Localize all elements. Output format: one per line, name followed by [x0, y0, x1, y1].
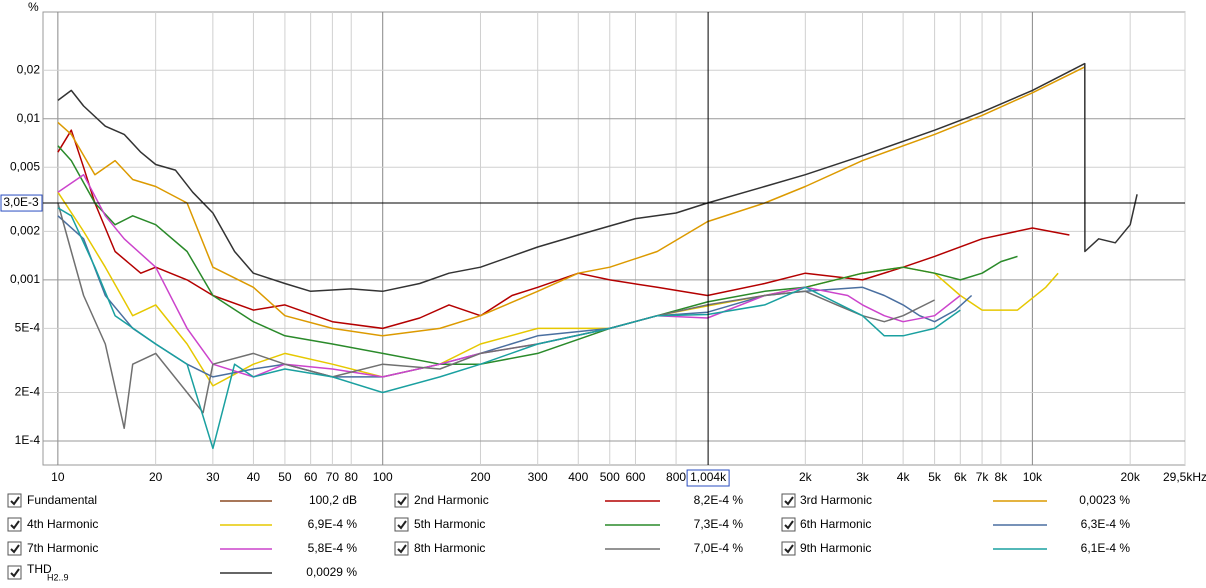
cursor-x-label: 1,004k — [690, 470, 727, 484]
checkmark — [397, 496, 407, 506]
x-tick-label: 10k — [1023, 470, 1043, 484]
legend-value: 100,2 dB — [309, 493, 357, 507]
x-tick-label: 60 — [304, 470, 318, 484]
cursor-x-box — [686, 469, 730, 487]
legend-name: 9th Harmonic — [800, 541, 871, 555]
legend-value: 6,9E-4 % — [308, 517, 358, 531]
x-tick-label: 7k — [976, 470, 990, 484]
x-tick-label: 70 — [326, 470, 340, 484]
legend-item: Fundamental 100,2 dB — [7, 493, 357, 508]
x-tick-label: 30 — [206, 470, 220, 484]
plot-frame — [42, 11, 1186, 466]
legend-checkbox[interactable] — [7, 493, 22, 508]
legend-item: 4th Harmonic 6,9E-4 % — [7, 517, 358, 532]
series-line — [57, 191, 1059, 387]
x-tick-label: 500 — [600, 470, 620, 484]
y-tick-label: 1E-4 — [15, 433, 41, 447]
legend-item: 9th Harmonic 6,1E-4 % — [781, 541, 1131, 556]
legend-checkbox[interactable] — [781, 541, 796, 556]
x-tick-label: 8k — [995, 470, 1009, 484]
legend-item: 3rd Harmonic 0,0023 % — [781, 493, 1130, 508]
x-tick-label: 40 — [247, 470, 261, 484]
x-tick-label: 800 — [666, 470, 686, 484]
legend-checkbox[interactable] — [394, 517, 409, 532]
legend-name: 7th Harmonic — [27, 541, 98, 555]
legend-value: 6,3E-4 % — [1081, 517, 1131, 531]
checkmark — [397, 520, 407, 530]
checkmark — [10, 568, 20, 578]
x-tick-label: 3k — [856, 470, 870, 484]
checkmark — [784, 544, 794, 554]
x-tick-label: 5k — [928, 470, 942, 484]
legend-item: 2nd Harmonic 8,2E-4 % — [394, 493, 744, 508]
x-tick-label: 4k — [897, 470, 911, 484]
legend-value: 7,0E-4 % — [694, 541, 744, 555]
cursor-y-box — [0, 194, 43, 212]
legend-item: 6th Harmonic 6,3E-4 % — [781, 517, 1131, 532]
legend-name: 5th Harmonic — [414, 517, 485, 531]
legend-subscript: H2..9 — [47, 572, 69, 582]
checkmark — [397, 544, 407, 554]
cursor-y-label: 3,0E-3 — [3, 195, 39, 209]
legend-value: 7,3E-4 % — [694, 517, 744, 531]
legend-name: THD — [27, 562, 52, 576]
legend-value: 6,1E-4 % — [1081, 541, 1131, 555]
legend-item: 5th Harmonic 7,3E-4 % — [394, 517, 744, 532]
series-line — [57, 202, 935, 430]
x-tick-label: 20k — [1120, 470, 1140, 484]
y-unit: % — [28, 0, 39, 14]
legend-checkbox[interactable] — [781, 517, 796, 532]
y-tick-label: 0,02 — [17, 62, 41, 76]
legend-item: 8th Harmonic 7,0E-4 % — [394, 541, 744, 556]
y-tick-label: 5E-4 — [15, 321, 41, 335]
legend-checkbox[interactable] — [7, 541, 22, 556]
legend-name: 3rd Harmonic — [800, 493, 872, 507]
x-tick-label: 600 — [625, 470, 645, 484]
y-tick-label: 0,002 — [10, 224, 40, 238]
series-line — [57, 129, 1070, 330]
y-tick-label: 0,005 — [10, 159, 40, 173]
series-line — [57, 207, 961, 450]
checkmark — [784, 520, 794, 530]
x-tick-label: 300 — [528, 470, 548, 484]
legend-name: 4th Harmonic — [27, 517, 98, 531]
legend-checkbox[interactable] — [394, 541, 409, 556]
legend-checkbox[interactable] — [7, 565, 22, 580]
x-tick-label: 200 — [470, 470, 490, 484]
x-tick-label: 400 — [568, 470, 588, 484]
legend-name: 2nd Harmonic — [414, 493, 489, 507]
legend-checkbox[interactable] — [781, 493, 796, 508]
legend-value: 5,8E-4 % — [308, 541, 358, 555]
x-tick-label: 29,5kHz — [1163, 470, 1206, 484]
legend-value: 0,0029 % — [306, 565, 357, 579]
legend-checkbox[interactable] — [7, 517, 22, 532]
checkmark — [10, 520, 20, 530]
checkmark — [10, 496, 20, 506]
x-tick-label: 2k — [799, 470, 813, 484]
x-tick-label: 10 — [51, 470, 65, 484]
legend-checkbox[interactable] — [394, 493, 409, 508]
checkmark — [10, 544, 20, 554]
legend-name: 8th Harmonic — [414, 541, 485, 555]
legend-value: 0,0023 % — [1079, 493, 1130, 507]
checkmark — [784, 496, 794, 506]
legend-value: 8,2E-4 % — [694, 493, 744, 507]
x-tick-label: 100 — [373, 470, 393, 484]
x-tick-label: 6k — [954, 470, 968, 484]
x-tick-label: 80 — [345, 470, 359, 484]
legend-name: Fundamental — [27, 493, 97, 507]
legend-item: 7th Harmonic 5,8E-4 % — [7, 541, 358, 556]
legend-name: 6th Harmonic — [800, 517, 871, 531]
x-tick-label: 20 — [149, 470, 163, 484]
y-tick-label: 0,01 — [17, 111, 41, 125]
series-line — [57, 66, 1086, 337]
x-tick-label: 50 — [278, 470, 292, 484]
series-line — [57, 62, 1138, 293]
y-tick-label: 2E-4 — [15, 385, 41, 399]
y-tick-label: 0,001 — [10, 272, 40, 286]
